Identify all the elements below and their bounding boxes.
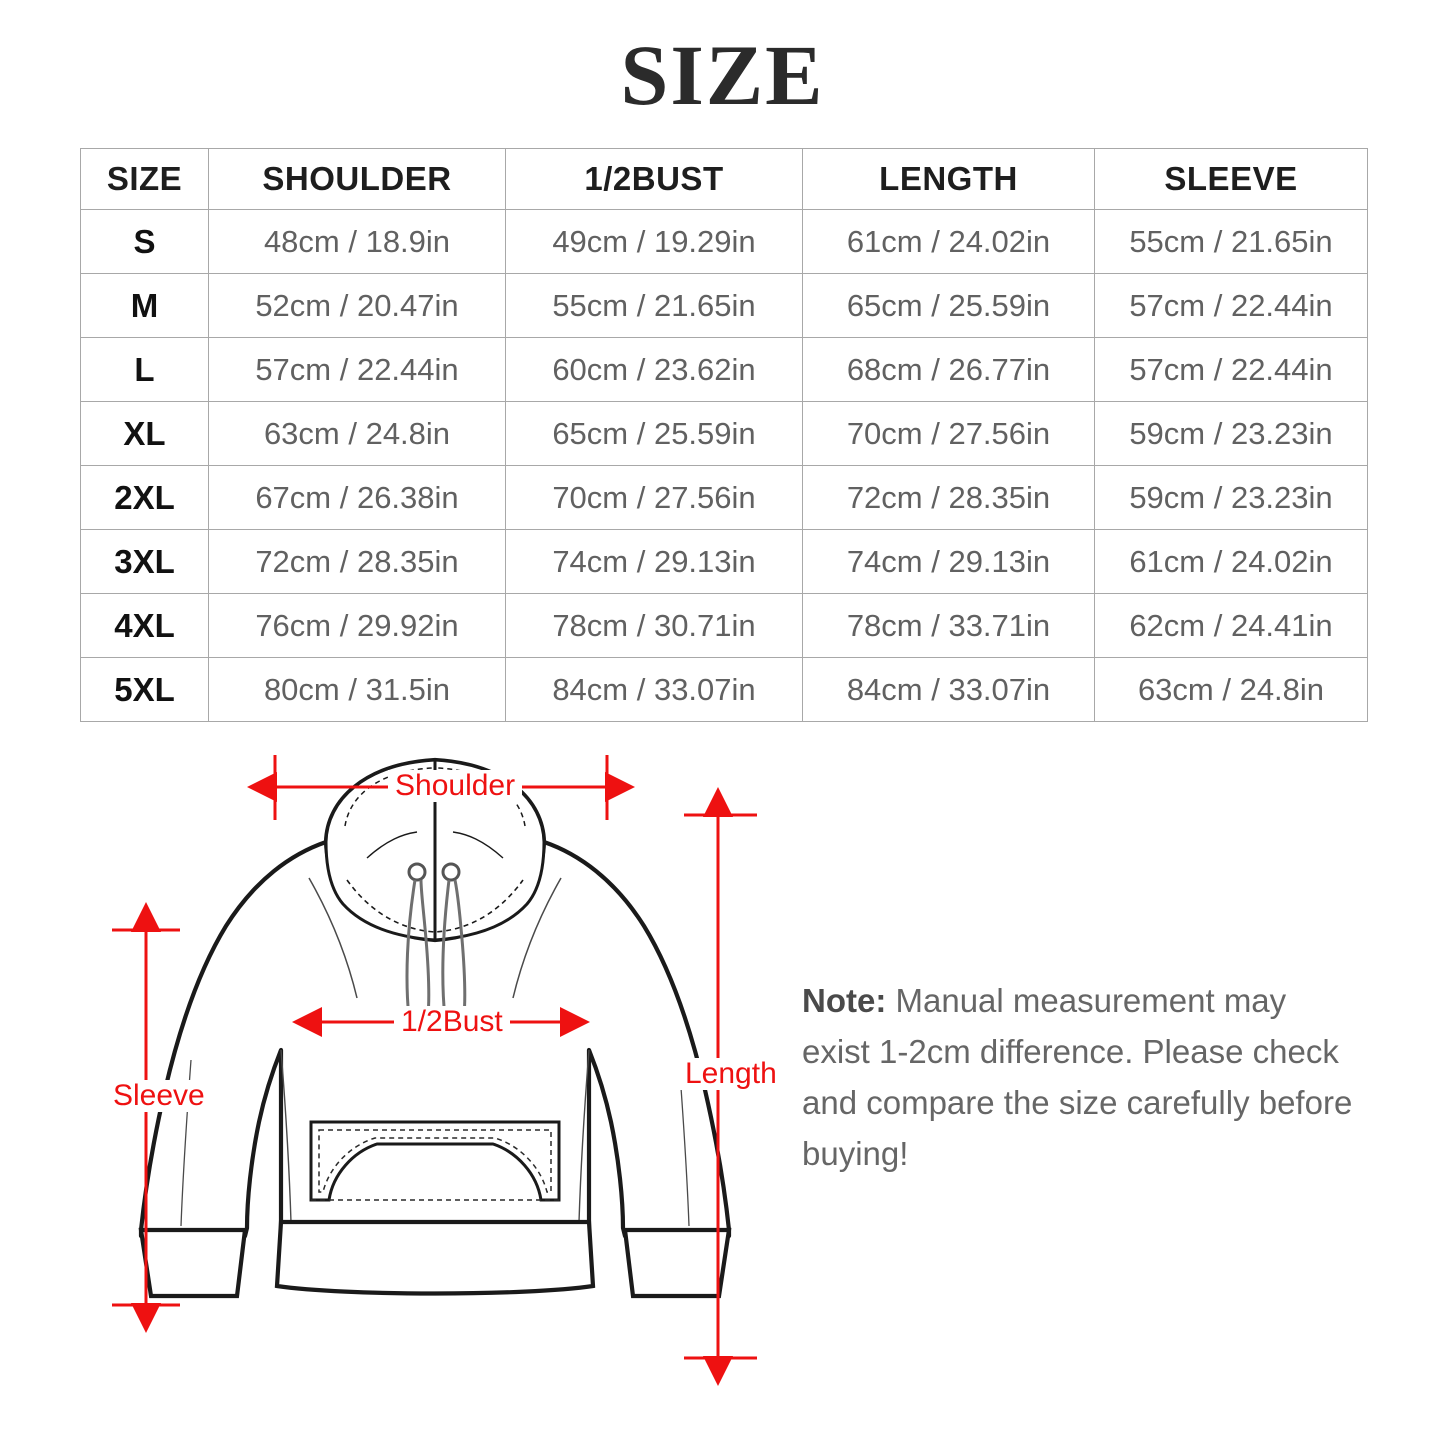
table-row: 2XL 67cm / 26.38in 70cm / 27.56in 72cm /… — [80, 465, 1368, 530]
cell-shoulder: 52cm / 20.47in — [208, 273, 506, 338]
cell-sleeve: 59cm / 23.23in — [1094, 465, 1368, 530]
column-header-shoulder: SHOULDER — [208, 148, 506, 210]
cell-length: 68cm / 26.77in — [802, 337, 1095, 402]
cell-bust: 55cm / 21.65in — [505, 273, 803, 338]
page-title: SIZE — [620, 27, 825, 123]
note-text: Note: Manual measurement may exist 1-2cm… — [802, 975, 1362, 1180]
cell-size: 5XL — [80, 657, 209, 722]
hem-ribbing — [274, 1219, 596, 1296]
table-row: M 52cm / 20.47in 55cm / 21.65in 65cm / 2… — [80, 273, 1368, 338]
cell-sleeve: 55cm / 21.65in — [1094, 209, 1368, 274]
table-row: 3XL 72cm / 28.35in 74cm / 29.13in 74cm /… — [80, 529, 1368, 594]
cell-length: 74cm / 29.13in — [802, 529, 1095, 594]
table-row: 4XL 76cm / 29.92in 78cm / 30.71in 78cm /… — [80, 593, 1368, 658]
cell-shoulder: 80cm / 31.5in — [208, 657, 506, 722]
column-header-sleeve: SLEEVE — [1094, 148, 1368, 210]
cell-size: S — [80, 209, 209, 274]
cell-bust: 70cm / 27.56in — [505, 465, 803, 530]
column-header-size: SIZE — [80, 148, 209, 210]
hood-right-stitch — [436, 767, 526, 827]
cell-bust: 78cm / 30.71in — [505, 593, 803, 658]
note-body: Manual measurement may exist 1-2cm diffe… — [802, 982, 1353, 1173]
cell-shoulder: 76cm / 29.92in — [208, 593, 506, 658]
cell-shoulder: 67cm / 26.38in — [208, 465, 506, 530]
cell-sleeve: 57cm / 22.44in — [1094, 273, 1368, 338]
cell-size: 3XL — [80, 529, 209, 594]
table-row: S 48cm / 18.9in 49cm / 19.29in 61cm / 24… — [80, 209, 1368, 274]
cell-sleeve: 59cm / 23.23in — [1094, 401, 1368, 466]
hood-right-fold — [452, 831, 504, 859]
cell-sleeve: 57cm / 22.44in — [1094, 337, 1368, 402]
cell-bust: 74cm / 29.13in — [505, 529, 803, 594]
hoodie-illustration — [95, 730, 775, 1390]
cell-bust: 60cm / 23.62in — [505, 337, 803, 402]
cell-length: 65cm / 25.59in — [802, 273, 1095, 338]
pocket-stitching — [318, 1129, 552, 1193]
cell-sleeve: 62cm / 24.41in — [1094, 593, 1368, 658]
cell-size: 2XL — [80, 465, 209, 530]
hood-left-stitch — [344, 767, 434, 827]
note-label: Note: — [802, 982, 887, 1019]
cell-size: L — [80, 337, 209, 402]
table-row: 5XL 80cm / 31.5in 84cm / 33.07in 84cm / … — [80, 657, 1368, 722]
table-row: L 57cm / 22.44in 60cm / 23.62in 68cm / 2… — [80, 337, 1368, 402]
cell-shoulder: 57cm / 22.44in — [208, 337, 506, 402]
hood-bottom-stitch — [346, 879, 524, 933]
right-cuff — [622, 1227, 732, 1299]
size-chart-table: SIZE SHOULDER 1/2BUST LENGTH SLEEVE S 48… — [80, 148, 1368, 722]
cell-size: XL — [80, 401, 209, 466]
cell-sleeve: 63cm / 24.8in — [1094, 657, 1368, 722]
cell-size: 4XL — [80, 593, 209, 658]
left-cuff — [138, 1227, 248, 1299]
cell-length: 72cm / 28.35in — [802, 465, 1095, 530]
left-side-seam — [280, 1049, 292, 1223]
table-header-row: SIZE SHOULDER 1/2BUST LENGTH SLEEVE — [80, 148, 1368, 210]
cell-shoulder: 72cm / 28.35in — [208, 529, 506, 594]
column-header-length: LENGTH — [802, 148, 1095, 210]
cell-length: 70cm / 27.56in — [802, 401, 1095, 466]
column-header-bust: 1/2BUST — [505, 148, 803, 210]
right-shoulder-seam — [512, 877, 562, 999]
right-side-seam — [578, 1049, 590, 1223]
cell-length: 78cm / 33.71in — [802, 593, 1095, 658]
cell-shoulder: 63cm / 24.8in — [208, 401, 506, 466]
cell-bust: 84cm / 33.07in — [505, 657, 803, 722]
drawstring-eyelet-right — [441, 862, 461, 882]
cell-sleeve: 61cm / 24.02in — [1094, 529, 1368, 594]
kangaroo-pocket — [309, 1120, 561, 1202]
table-row: XL 63cm / 24.8in 65cm / 25.59in 70cm / 2… — [80, 401, 1368, 466]
left-shoulder-seam — [308, 877, 358, 999]
cell-shoulder: 48cm / 18.9in — [208, 209, 506, 274]
cell-size: M — [80, 273, 209, 338]
cell-bust: 65cm / 25.59in — [505, 401, 803, 466]
cell-bust: 49cm / 19.29in — [505, 209, 803, 274]
cell-length: 84cm / 33.07in — [802, 657, 1095, 722]
hood-left-fold — [366, 831, 418, 859]
left-sleeve-fold — [180, 1059, 192, 1227]
drawstring-eyelet-left — [407, 862, 427, 882]
cell-length: 61cm / 24.02in — [802, 209, 1095, 274]
